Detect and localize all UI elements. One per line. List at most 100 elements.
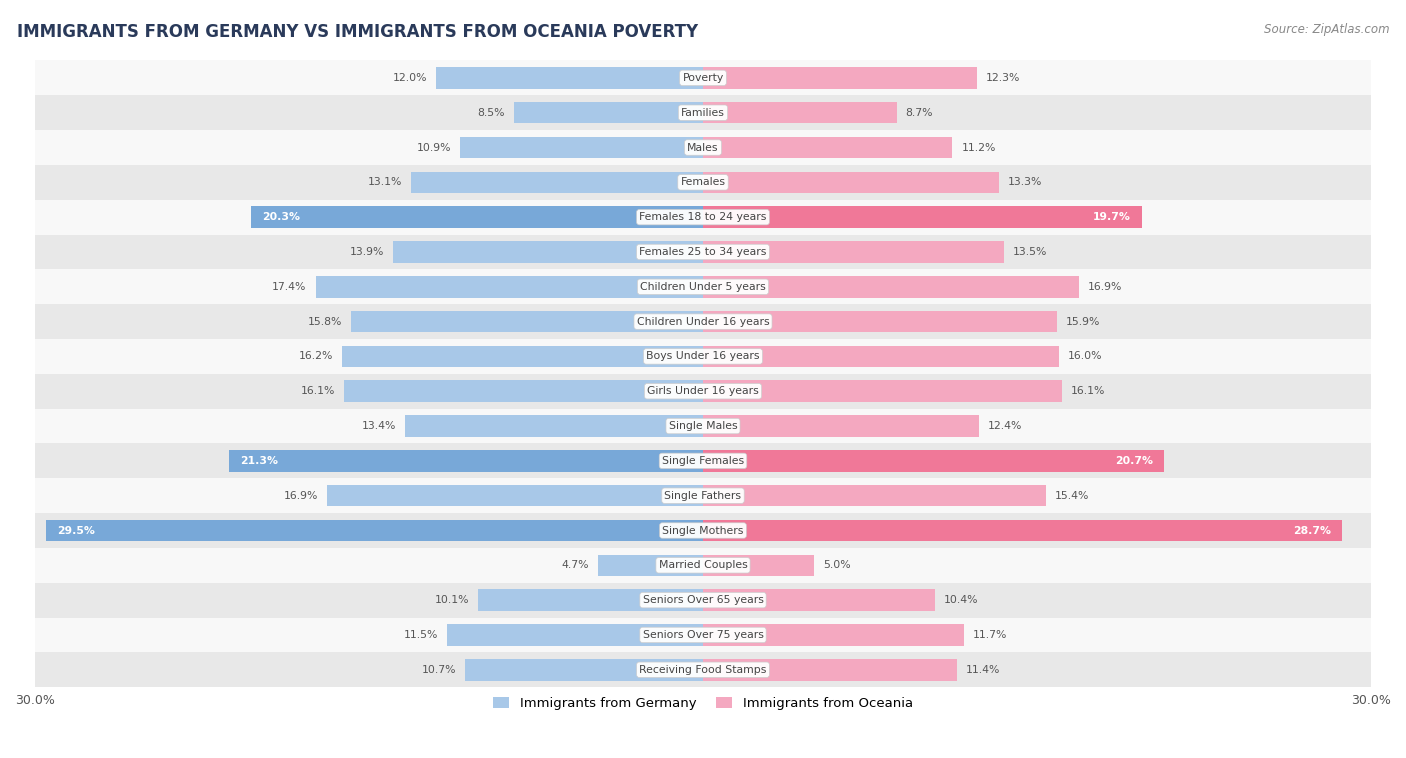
Text: 20.7%: 20.7% bbox=[1115, 456, 1153, 466]
Text: Males: Males bbox=[688, 143, 718, 152]
Text: 15.9%: 15.9% bbox=[1066, 317, 1101, 327]
Text: 13.1%: 13.1% bbox=[368, 177, 402, 187]
Text: 11.5%: 11.5% bbox=[404, 630, 439, 640]
Bar bbox=[394, 241, 703, 263]
Text: 16.9%: 16.9% bbox=[284, 490, 318, 501]
Bar bbox=[315, 276, 703, 298]
Bar bbox=[35, 304, 1371, 339]
Bar bbox=[703, 415, 979, 437]
Text: Females: Females bbox=[681, 177, 725, 187]
Bar bbox=[35, 618, 1371, 653]
Bar bbox=[460, 136, 703, 158]
Bar bbox=[405, 415, 703, 437]
Text: Single Fathers: Single Fathers bbox=[665, 490, 741, 501]
Text: 28.7%: 28.7% bbox=[1294, 525, 1331, 535]
Bar bbox=[703, 450, 1164, 471]
Bar bbox=[703, 346, 1059, 367]
Text: Single Males: Single Males bbox=[669, 421, 737, 431]
Text: 12.3%: 12.3% bbox=[986, 73, 1021, 83]
Bar bbox=[35, 513, 1371, 548]
Bar bbox=[352, 311, 703, 333]
Text: 13.4%: 13.4% bbox=[361, 421, 395, 431]
Bar bbox=[703, 589, 935, 611]
Text: Females 18 to 24 years: Females 18 to 24 years bbox=[640, 212, 766, 222]
Bar bbox=[35, 339, 1371, 374]
Text: Children Under 5 years: Children Under 5 years bbox=[640, 282, 766, 292]
Text: Girls Under 16 years: Girls Under 16 years bbox=[647, 387, 759, 396]
Text: 13.5%: 13.5% bbox=[1012, 247, 1047, 257]
Text: Receiving Food Stamps: Receiving Food Stamps bbox=[640, 665, 766, 675]
Bar bbox=[35, 548, 1371, 583]
Bar bbox=[326, 485, 703, 506]
Text: 16.9%: 16.9% bbox=[1088, 282, 1122, 292]
Text: Married Couples: Married Couples bbox=[658, 560, 748, 570]
Text: Seniors Over 75 years: Seniors Over 75 years bbox=[643, 630, 763, 640]
Bar bbox=[250, 206, 703, 228]
Text: 12.4%: 12.4% bbox=[988, 421, 1022, 431]
Bar bbox=[703, 311, 1057, 333]
Text: IMMIGRANTS FROM GERMANY VS IMMIGRANTS FROM OCEANIA POVERTY: IMMIGRANTS FROM GERMANY VS IMMIGRANTS FR… bbox=[17, 23, 697, 41]
Bar bbox=[35, 269, 1371, 304]
Text: Single Females: Single Females bbox=[662, 456, 744, 466]
Bar bbox=[703, 381, 1062, 402]
Bar bbox=[599, 555, 703, 576]
Bar bbox=[35, 443, 1371, 478]
Text: 17.4%: 17.4% bbox=[273, 282, 307, 292]
Text: 16.2%: 16.2% bbox=[299, 352, 333, 362]
Text: 15.8%: 15.8% bbox=[308, 317, 342, 327]
Bar bbox=[703, 485, 1046, 506]
Bar bbox=[35, 61, 1371, 96]
Bar bbox=[344, 381, 703, 402]
Bar bbox=[703, 276, 1080, 298]
Bar bbox=[436, 67, 703, 89]
Bar bbox=[35, 583, 1371, 618]
Text: Boys Under 16 years: Boys Under 16 years bbox=[647, 352, 759, 362]
Text: 10.4%: 10.4% bbox=[943, 595, 979, 605]
Text: 11.4%: 11.4% bbox=[966, 665, 1000, 675]
Text: 21.3%: 21.3% bbox=[240, 456, 278, 466]
Text: 11.7%: 11.7% bbox=[973, 630, 1007, 640]
Text: 4.7%: 4.7% bbox=[562, 560, 589, 570]
Bar bbox=[35, 374, 1371, 409]
Bar bbox=[35, 409, 1371, 443]
Bar bbox=[229, 450, 703, 471]
Bar bbox=[703, 206, 1142, 228]
Bar bbox=[513, 102, 703, 124]
Bar bbox=[703, 136, 952, 158]
Text: 8.7%: 8.7% bbox=[905, 108, 934, 117]
Bar bbox=[342, 346, 703, 367]
Bar bbox=[478, 589, 703, 611]
Bar bbox=[35, 234, 1371, 269]
Bar bbox=[703, 624, 963, 646]
Bar bbox=[35, 130, 1371, 165]
Text: 15.4%: 15.4% bbox=[1054, 490, 1090, 501]
Text: Children Under 16 years: Children Under 16 years bbox=[637, 317, 769, 327]
Bar bbox=[46, 520, 703, 541]
Text: Single Mothers: Single Mothers bbox=[662, 525, 744, 535]
Text: 8.5%: 8.5% bbox=[477, 108, 505, 117]
Bar bbox=[703, 67, 977, 89]
Text: 11.2%: 11.2% bbox=[962, 143, 995, 152]
Text: 16.1%: 16.1% bbox=[301, 387, 336, 396]
Text: 5.0%: 5.0% bbox=[824, 560, 851, 570]
Bar bbox=[412, 171, 703, 193]
Bar bbox=[35, 165, 1371, 200]
Bar bbox=[703, 102, 897, 124]
Bar bbox=[703, 241, 1004, 263]
Bar bbox=[703, 555, 814, 576]
Bar bbox=[465, 659, 703, 681]
Bar bbox=[703, 520, 1343, 541]
Bar bbox=[35, 478, 1371, 513]
Bar bbox=[703, 659, 957, 681]
Bar bbox=[35, 96, 1371, 130]
Text: 10.9%: 10.9% bbox=[416, 143, 451, 152]
Legend: Immigrants from Germany, Immigrants from Oceania: Immigrants from Germany, Immigrants from… bbox=[488, 691, 918, 715]
Text: Families: Families bbox=[681, 108, 725, 117]
Text: 19.7%: 19.7% bbox=[1092, 212, 1130, 222]
Text: 12.0%: 12.0% bbox=[392, 73, 427, 83]
Bar bbox=[447, 624, 703, 646]
Text: 10.7%: 10.7% bbox=[422, 665, 456, 675]
Text: 13.3%: 13.3% bbox=[1008, 177, 1042, 187]
Text: 20.3%: 20.3% bbox=[262, 212, 299, 222]
Text: Source: ZipAtlas.com: Source: ZipAtlas.com bbox=[1264, 23, 1389, 36]
